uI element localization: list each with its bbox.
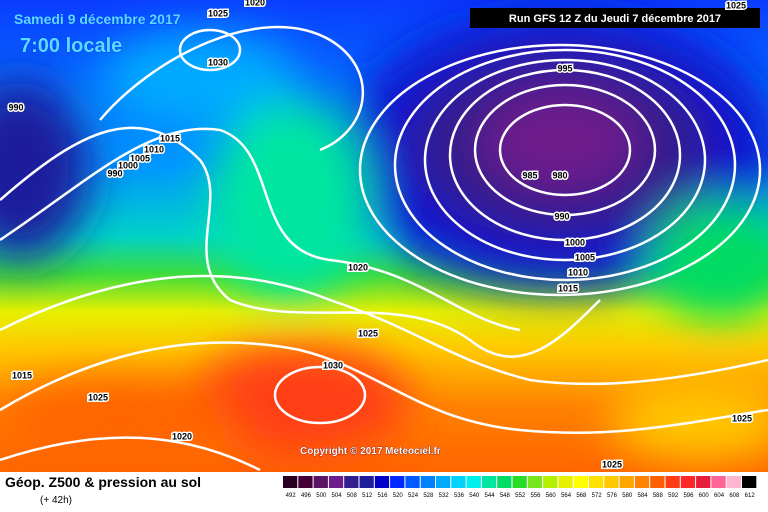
isobar-label: 1030 [208,57,228,67]
scale-swatch [650,476,665,488]
scale-label: 508 [347,493,358,499]
forecast-date: Samedi 9 décembre 2017 [14,11,181,27]
scale-label: 496 [301,493,312,499]
isobar-label: 1020 [172,431,192,441]
isobar-label: 990 [8,102,23,112]
isobar-label: 985 [522,170,537,180]
scale-label: 528 [423,493,434,499]
scale-label: 512 [362,493,373,499]
scale-swatch [527,476,543,488]
scale-label: 588 [653,493,664,499]
isobar-label: 1010 [144,144,164,154]
scale-label: 564 [561,493,572,499]
scale-label: 596 [683,493,694,499]
scale-label: 576 [607,493,618,499]
isobar-label: 1025 [602,459,622,469]
scale-swatch [405,476,420,488]
isobar-label: 1025 [358,328,378,338]
scale-swatch [680,476,696,488]
run-info: Run GFS 12 Z du Jeudi 7 décembre 2017 [509,13,721,25]
scale-swatch [726,476,741,488]
scale-swatch [696,476,711,488]
scale-swatch [374,476,390,488]
scale-label: 540 [469,493,480,499]
scale-swatch [359,476,374,488]
isobar-label: 1030 [323,360,343,370]
isobar-label: 1000 [118,160,138,170]
scale-swatch [420,476,435,488]
scale-label: 516 [377,493,388,499]
scale-label: 604 [714,493,725,499]
scale-swatch [558,476,573,488]
isobar-label: 1010 [568,267,588,277]
scale-label: 600 [699,493,710,499]
scale-label: 536 [454,493,465,499]
forecast-time: 7:00 locale [20,35,122,57]
scale-label: 556 [530,493,541,499]
scale-swatch [604,476,619,488]
scale-swatch [742,476,757,488]
isobar-label: 1005 [130,153,150,163]
scale-swatch [328,476,344,488]
isobars [0,25,768,472]
scale-label: 524 [408,493,419,499]
scale-swatch [481,476,497,488]
scale-swatch [512,476,527,488]
scale-swatch [589,476,604,488]
scale-label: 548 [500,493,511,499]
scale-label: 560 [546,493,557,499]
scale-label: 492 [286,493,297,499]
scale-swatch [436,476,451,488]
isobar-label: 1015 [12,370,32,380]
scale-label: 504 [332,493,343,499]
scale-swatch [665,476,680,488]
copyright: Copyright © 2017 Meteociel.fr [300,446,441,457]
scale-swatch [634,476,650,488]
isobar-label: 1025 [732,413,752,423]
scale-swatch [711,476,726,488]
isobar-label: 1015 [558,283,578,293]
scale-label: 572 [592,493,603,499]
scale-label: 544 [485,493,496,499]
scale-label: 584 [638,493,649,499]
scale-swatch [344,476,359,488]
scale-label: 552 [515,493,526,499]
map-field [0,0,768,472]
scale-label: 592 [668,493,679,499]
scale-label: 568 [576,493,587,499]
footer-subtitle: (+ 42h) [40,495,72,506]
scale-swatch [497,476,512,488]
scale-swatch [466,476,481,488]
scale-swatch [283,476,298,488]
isobar-label: 990 [107,168,122,178]
footer-title: Géop. Z500 & pression au sol [5,474,201,490]
isobar-label: 990 [554,211,569,221]
isobar-label: 1000 [565,237,585,247]
scale-label: 612 [745,493,756,499]
isobar-label: 1020 [245,0,265,7]
scale-swatch [573,476,588,488]
scale-label: 532 [439,493,450,499]
isobar-label: 980 [552,170,567,180]
isobar-label: 1005 [575,252,595,262]
isobar-label: 1015 [160,133,180,143]
scale-label: 580 [622,493,633,499]
isobar-label: 1020 [348,262,368,272]
isobar-label: 995 [557,63,572,73]
scale-swatch [390,476,405,488]
isobar-label: 1025 [208,8,228,18]
scale-label: 608 [729,493,740,499]
scale-swatch [543,476,558,488]
scale-swatch [298,476,313,488]
scale-swatch [451,476,466,488]
scale-swatch [313,476,328,488]
scale-label: 520 [393,493,404,499]
isobar-label: 1025 [88,392,108,402]
isobar-label: 1025 [726,0,746,10]
scale-label: 500 [316,493,327,499]
run-box [470,8,760,28]
scale-swatch [619,476,634,488]
